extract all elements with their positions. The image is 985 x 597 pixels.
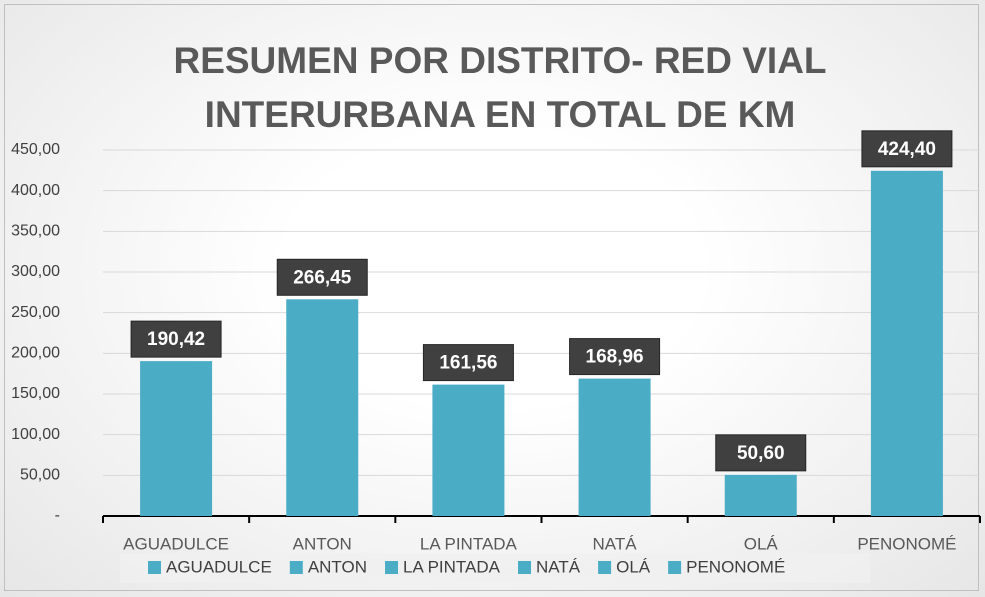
y-tick-label: -	[55, 507, 60, 524]
legend-label: ANTON	[308, 557, 367, 576]
x-tick-label: ANTON	[293, 534, 352, 553]
data-label-box	[569, 338, 661, 376]
y-tick-label: 400,00	[11, 182, 60, 199]
y-tick-label: 200,00	[11, 345, 60, 362]
legend-swatch	[668, 561, 682, 574]
legend-swatch	[518, 561, 532, 574]
y-tick-label: 100,00	[11, 426, 60, 443]
bar	[286, 299, 359, 516]
legend-label: PENONOMÉ	[686, 557, 785, 576]
y-tick-label: 450,00	[11, 141, 60, 158]
legend-label: LA PINTADA	[403, 557, 501, 576]
legend-label: OLÁ	[616, 557, 651, 576]
data-label: 190,42	[147, 329, 205, 350]
bar	[870, 170, 943, 516]
data-label-box	[276, 258, 368, 296]
data-label: 161,56	[439, 353, 497, 374]
legend-swatch	[385, 561, 399, 574]
data-label-box	[130, 320, 222, 358]
chart-title: RESUMEN POR DISTRITO- RED VIAL INTERURBA…	[173, 40, 827, 135]
data-label-box	[715, 434, 807, 472]
data-label: 168,96	[586, 347, 644, 368]
chart-border	[4, 4, 979, 591]
y-tick-label: 150,00	[11, 385, 60, 402]
data-label: 50,60	[737, 443, 785, 464]
data-label: 266,45	[293, 267, 352, 288]
data-label: 424,40	[878, 139, 936, 160]
data-label-box	[422, 344, 514, 382]
data-label-box	[861, 130, 953, 168]
bar	[578, 378, 651, 516]
legend-swatch	[148, 561, 161, 574]
legend-swatch	[289, 561, 303, 574]
legend-box	[120, 553, 870, 583]
x-tick-label: OLÁ	[744, 534, 779, 553]
bar	[432, 384, 505, 516]
y-tick-label: 300,00	[11, 263, 60, 280]
legend-label: NATÁ	[536, 557, 581, 576]
bar	[724, 474, 797, 516]
y-tick-label: 350,00	[11, 223, 60, 240]
legend-swatch	[598, 561, 612, 574]
x-tick-label: PENONOMÉ	[857, 534, 956, 553]
y-tick-label: 50,00	[20, 467, 60, 484]
bar	[140, 361, 213, 516]
x-tick-label: AGUADULCE	[123, 534, 229, 553]
legend-label: AGUADULCE	[166, 557, 272, 576]
x-tick-label: LA PINTADA	[420, 534, 518, 553]
y-tick-label: 250,00	[11, 304, 60, 321]
x-tick-label: NATÁ	[593, 534, 638, 553]
